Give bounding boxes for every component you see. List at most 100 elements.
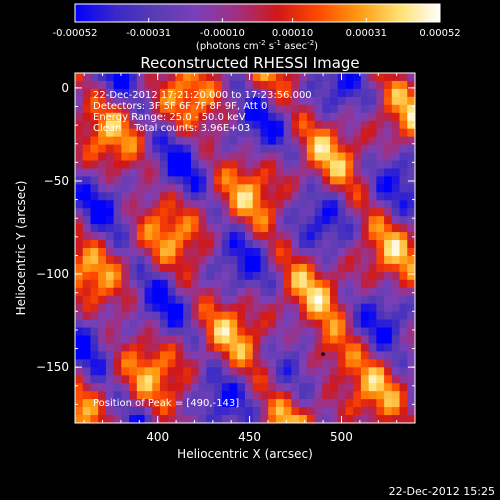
heatmap-cell xyxy=(245,144,254,154)
heatmap-cell xyxy=(283,287,292,297)
heatmap-cell xyxy=(90,279,99,289)
heatmap-cell xyxy=(229,391,238,400)
heatmap-cell xyxy=(391,160,401,170)
heatmap-cell xyxy=(237,407,246,416)
heatmap-cell xyxy=(299,176,308,185)
heatmap-cell xyxy=(198,96,207,106)
heatmap-cell xyxy=(391,359,401,368)
heatmap-cell xyxy=(252,248,262,257)
heatmap-cell xyxy=(206,73,215,82)
heatmap-cell xyxy=(98,120,107,130)
heatmap-cell xyxy=(368,240,377,249)
heatmap-cell xyxy=(229,311,238,321)
heatmap-cell xyxy=(322,407,331,416)
heatmap-cell xyxy=(206,383,215,392)
heatmap-cell xyxy=(299,407,308,416)
heatmap-cell xyxy=(275,415,285,423)
heatmap-cell xyxy=(90,248,99,257)
heatmap-cell xyxy=(105,391,115,400)
heatmap-cell xyxy=(399,391,408,400)
heatmap-cell xyxy=(252,88,262,98)
heatmap-cell xyxy=(291,375,300,384)
heatmap-cell xyxy=(391,73,401,82)
heatmap-cell xyxy=(121,208,130,217)
heatmap-cell xyxy=(75,367,84,376)
heatmap-cell xyxy=(105,287,115,297)
heatmap-cell xyxy=(291,160,300,170)
heatmap-cell xyxy=(268,112,277,122)
heatmap-cell xyxy=(260,375,269,384)
heatmap-cell xyxy=(183,407,192,416)
heatmap-cell xyxy=(275,248,285,257)
heatmap-cell xyxy=(322,415,331,423)
heatmap-cell xyxy=(214,232,223,241)
heatmap-cell xyxy=(144,160,153,170)
heatmap-cell xyxy=(221,176,231,185)
heatmap-cell xyxy=(260,192,269,201)
annotation-peak: Position of Peak = [490,-143] xyxy=(93,398,239,409)
heatmap-cell xyxy=(98,375,107,384)
heatmap-cell xyxy=(221,144,231,154)
heatmap-cell xyxy=(268,359,277,368)
heatmap-cell xyxy=(283,391,292,400)
heatmap-cell xyxy=(214,311,223,321)
heatmap-cell xyxy=(245,176,254,185)
heatmap-cell xyxy=(75,152,84,162)
heatmap-cell xyxy=(245,367,254,376)
heatmap-cell xyxy=(399,335,408,345)
heatmap-cell xyxy=(152,303,161,313)
heatmap-cell xyxy=(283,216,292,225)
heatmap-cell xyxy=(152,255,161,265)
heatmap-cell xyxy=(260,415,269,423)
heatmap-cell xyxy=(314,184,323,193)
heatmap-cell xyxy=(190,200,200,209)
heatmap-cell xyxy=(337,263,347,273)
heatmap-cell xyxy=(237,104,246,114)
heatmap-cell xyxy=(167,263,177,273)
heatmap-cell xyxy=(283,255,292,265)
heatmap-cell xyxy=(268,184,277,193)
heatmap-cell xyxy=(376,407,385,416)
heatmap-cell xyxy=(121,136,130,146)
heatmap-cell xyxy=(407,80,415,90)
heatmap-cell xyxy=(75,359,84,368)
heatmap-cell xyxy=(183,359,192,368)
heatmap-cell xyxy=(245,359,254,368)
heatmap-cell xyxy=(121,248,130,257)
heatmap-cell xyxy=(129,136,138,146)
heatmap-cell xyxy=(160,271,169,281)
heatmap-cell xyxy=(237,367,246,376)
heatmap-cell xyxy=(160,152,169,162)
heatmap-cell xyxy=(129,391,138,400)
heatmap-cell xyxy=(330,200,339,209)
heatmap-cell xyxy=(275,232,285,241)
heatmap-cell xyxy=(82,73,92,82)
heatmap-cell xyxy=(152,391,161,400)
heatmap-cell xyxy=(160,319,169,329)
heatmap-cell xyxy=(206,120,215,130)
heatmap-cell xyxy=(113,343,122,353)
heatmap-cell xyxy=(198,311,207,321)
heatmap-cell xyxy=(190,240,200,249)
heatmap-cell xyxy=(105,192,115,201)
heatmap-cell xyxy=(275,391,285,400)
heatmap-cell xyxy=(299,303,308,313)
heatmap-cell xyxy=(90,96,99,106)
heatmap-cell xyxy=(136,96,146,106)
heatmap-cell xyxy=(275,367,285,376)
heatmap-cell xyxy=(353,319,362,329)
heatmap-cell xyxy=(376,168,385,178)
heatmap-cell xyxy=(353,160,362,170)
heatmap-cell xyxy=(399,399,408,408)
heatmap-cell xyxy=(283,136,292,146)
heatmap-cell xyxy=(183,311,192,321)
heatmap-cell xyxy=(306,311,316,321)
heatmap-cell xyxy=(245,343,254,353)
heatmap-cell xyxy=(368,184,377,193)
heatmap-cell xyxy=(175,415,184,423)
heatmap-cell xyxy=(376,80,385,90)
heatmap-cell xyxy=(206,271,215,281)
heatmap-cell xyxy=(190,335,200,345)
heatmap-cell xyxy=(299,112,308,122)
heatmap-cell xyxy=(353,200,362,209)
